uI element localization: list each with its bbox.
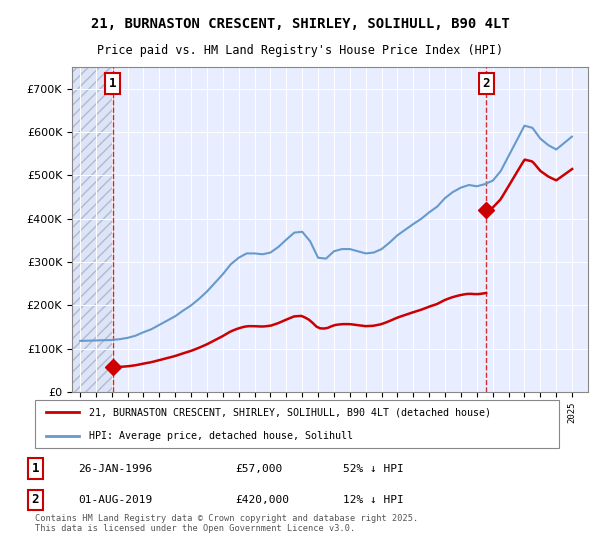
Text: 21, BURNASTON CRESCENT, SHIRLEY, SOLIHULL, B90 4LT (detached house): 21, BURNASTON CRESCENT, SHIRLEY, SOLIHUL… xyxy=(89,408,491,418)
Text: 2: 2 xyxy=(482,77,490,90)
Text: 1: 1 xyxy=(32,462,39,475)
Bar xyxy=(72,67,113,392)
Text: 21, BURNASTON CRESCENT, SHIRLEY, SOLIHULL, B90 4LT: 21, BURNASTON CRESCENT, SHIRLEY, SOLIHUL… xyxy=(91,17,509,31)
Text: 52% ↓ HPI: 52% ↓ HPI xyxy=(343,464,404,474)
Text: HPI: Average price, detached house, Solihull: HPI: Average price, detached house, Soli… xyxy=(89,431,353,441)
Text: 01-AUG-2019: 01-AUG-2019 xyxy=(79,495,153,505)
Text: 1: 1 xyxy=(109,77,117,90)
FancyBboxPatch shape xyxy=(35,400,559,448)
Text: 12% ↓ HPI: 12% ↓ HPI xyxy=(343,495,404,505)
Text: 2: 2 xyxy=(32,493,39,506)
Text: Price paid vs. HM Land Registry's House Price Index (HPI): Price paid vs. HM Land Registry's House … xyxy=(97,44,503,57)
Text: £57,000: £57,000 xyxy=(235,464,283,474)
Text: 26-JAN-1996: 26-JAN-1996 xyxy=(79,464,153,474)
Text: £420,000: £420,000 xyxy=(235,495,289,505)
Text: Contains HM Land Registry data © Crown copyright and database right 2025.
This d: Contains HM Land Registry data © Crown c… xyxy=(35,514,419,533)
